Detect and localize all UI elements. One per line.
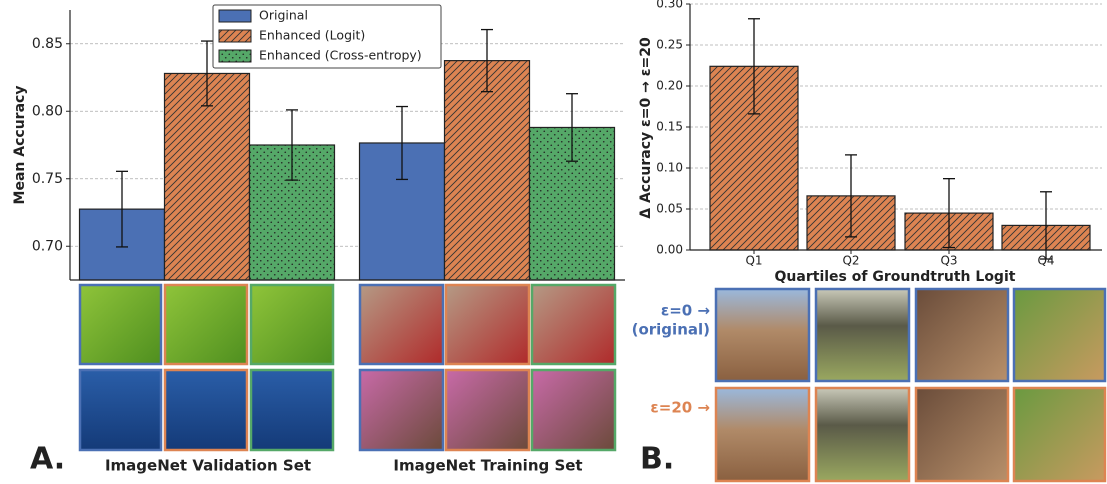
row-label: (original) bbox=[632, 321, 710, 339]
image bbox=[163, 368, 249, 452]
image bbox=[714, 287, 811, 383]
image bbox=[78, 283, 163, 366]
y-tick-label: 0.20 bbox=[656, 79, 683, 93]
legend-label: Enhanced (Cross-entropy) bbox=[259, 48, 422, 63]
error-bar bbox=[116, 170, 128, 248]
panel-label: B. bbox=[640, 442, 674, 477]
y-tick-label: 0.05 bbox=[656, 202, 683, 216]
legend-box bbox=[212, 4, 442, 69]
x-tick-label: Q2 bbox=[842, 254, 859, 268]
image bbox=[358, 283, 445, 366]
example-images bbox=[78, 283, 1107, 483]
legend-swatch bbox=[218, 49, 252, 63]
y-tick-label: 0.80 bbox=[32, 103, 63, 119]
image bbox=[78, 368, 163, 452]
bar bbox=[248, 144, 336, 281]
y-axis-title: Δ Accuracy ε=0 → ε=20 bbox=[638, 37, 654, 219]
y-tick-label: 0.30 bbox=[656, 0, 683, 11]
x-tick-label: Q3 bbox=[940, 254, 957, 268]
error-bar bbox=[481, 28, 493, 93]
image bbox=[1012, 386, 1107, 483]
legend-label: Original bbox=[259, 8, 308, 23]
bar bbox=[443, 60, 531, 281]
error-bar bbox=[943, 178, 955, 249]
x-axis-title: Quartiles of Groundtruth Logit bbox=[775, 269, 1016, 285]
y-tick-label: 0.85 bbox=[32, 36, 63, 52]
image bbox=[444, 283, 531, 366]
image bbox=[714, 386, 811, 483]
x-category-label: ImageNet Training Set bbox=[393, 457, 582, 475]
image bbox=[814, 287, 911, 383]
error-bar bbox=[201, 40, 213, 107]
panel-label: A. bbox=[30, 442, 65, 477]
image bbox=[814, 386, 911, 483]
y-tick-label: 0.25 bbox=[656, 38, 683, 52]
image bbox=[358, 368, 445, 452]
y-tick-label: 0.10 bbox=[656, 161, 683, 175]
y-tick-label: 0.15 bbox=[656, 120, 683, 134]
row-label: ε=20 → bbox=[650, 399, 710, 417]
x-tick-label: Q1 bbox=[745, 254, 762, 268]
legend-swatch bbox=[218, 9, 252, 23]
error-bar bbox=[748, 18, 760, 115]
x-tick-label: Q4 bbox=[1037, 254, 1054, 268]
error-bar bbox=[286, 109, 298, 181]
image bbox=[914, 386, 1010, 483]
image bbox=[249, 283, 335, 366]
error-bar bbox=[845, 154, 857, 238]
image bbox=[914, 287, 1010, 383]
image bbox=[249, 368, 335, 452]
image bbox=[1012, 287, 1107, 383]
legend-swatch bbox=[218, 29, 252, 43]
error-bar bbox=[566, 93, 578, 162]
y-tick-label: 0.75 bbox=[32, 171, 63, 187]
y-tick-label: 0.70 bbox=[32, 238, 63, 254]
error-bar bbox=[1040, 191, 1052, 260]
y-tick-label: 0.00 bbox=[656, 243, 683, 257]
image bbox=[163, 283, 249, 366]
y-axis-title: Mean Accuracy bbox=[12, 86, 28, 205]
error-bar bbox=[396, 105, 408, 181]
image bbox=[444, 368, 531, 452]
row-label: ε=0 → bbox=[661, 302, 710, 320]
image bbox=[530, 368, 617, 452]
bar bbox=[163, 72, 251, 281]
image bbox=[530, 283, 617, 366]
legend-label: Enhanced (Logit) bbox=[259, 28, 365, 43]
x-category-label: ImageNet Validation Set bbox=[105, 457, 311, 475]
